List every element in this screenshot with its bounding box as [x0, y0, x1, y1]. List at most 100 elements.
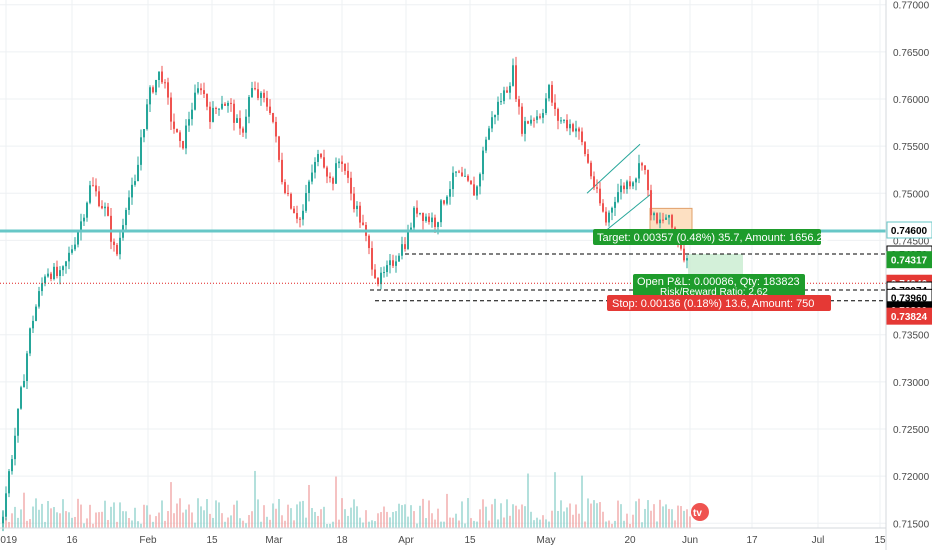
candle-body [584, 142, 586, 154]
candle-body [230, 102, 232, 104]
channel-line-lower [602, 192, 653, 234]
price-badges: 0.746000.743560.743170.740460.739740.739… [886, 221, 932, 325]
candle-body [44, 276, 46, 284]
candle-body [500, 101, 502, 103]
volume-bar [575, 504, 577, 528]
candle-body [485, 139, 487, 151]
volume-bar [50, 508, 52, 528]
volume-bar [563, 511, 565, 528]
volume-bar [212, 517, 214, 528]
volume-bar [671, 509, 673, 528]
volume-bar [512, 504, 514, 528]
candle-body [416, 207, 418, 214]
volume-bar [104, 500, 106, 528]
volume-bar [287, 504, 289, 528]
candle-body [560, 120, 562, 122]
volume-bar [203, 510, 205, 528]
volume-bar [545, 519, 547, 528]
candle-body [605, 211, 607, 223]
candle-body [446, 196, 448, 204]
target-label: Target: 0.00357 (0.48%) 35.7, Amount: 16… [597, 232, 829, 244]
volume-bar [401, 505, 403, 528]
volume-bar [131, 520, 133, 528]
candle-body [26, 353, 28, 381]
volume-bar [23, 492, 25, 528]
candle-body [254, 88, 256, 90]
candle-body [140, 137, 142, 165]
candle-body [641, 163, 643, 166]
volume-bar [272, 503, 274, 528]
volume-bar [278, 498, 280, 528]
volume-bar [326, 523, 328, 528]
volume-bar [185, 509, 187, 528]
volume-bar [536, 517, 538, 528]
candle-body [536, 116, 538, 120]
candle-body [119, 237, 121, 255]
candle-body [185, 125, 187, 149]
volume-bar [125, 511, 127, 528]
volume-bar [518, 509, 520, 528]
candle-body [617, 192, 619, 202]
y-tick-label: 0.77000 [893, 1, 930, 12]
volume-bar [230, 515, 232, 528]
candle-body [272, 113, 274, 122]
volume-bar [308, 484, 310, 528]
volume-bar [242, 520, 244, 528]
volume-bar [113, 502, 115, 528]
volume-bar [176, 503, 178, 528]
candle-body [188, 119, 190, 126]
candle-body [269, 106, 271, 114]
candle-body [344, 163, 346, 171]
volume-bar [455, 513, 457, 528]
volume-bar [461, 501, 463, 528]
candle-body [572, 124, 574, 132]
candle-body [632, 182, 634, 187]
volume-bar [614, 520, 616, 528]
volume-bar [281, 515, 283, 528]
volume-bar [557, 510, 559, 528]
price-badge [886, 307, 932, 325]
candle-body [47, 273, 49, 277]
volume-bar [590, 503, 592, 528]
x-tick-label: Apr [398, 535, 414, 546]
candle-body [35, 306, 37, 321]
candle-body [368, 235, 370, 249]
candle-body [533, 119, 535, 121]
candle-body [32, 320, 34, 329]
volume-bar [434, 519, 436, 528]
volume-bar [5, 517, 7, 528]
volume-bar [488, 520, 490, 528]
volume-bar [458, 520, 460, 528]
candle-body [248, 97, 250, 117]
candle-body [2, 516, 4, 524]
candle-body [512, 65, 514, 86]
volume-bar [392, 512, 394, 528]
candle-body [554, 102, 556, 109]
candle-body [479, 174, 481, 187]
candle-body [146, 104, 148, 129]
volume-bar [143, 504, 145, 528]
candle-body [665, 217, 667, 220]
volume-bar [32, 506, 34, 528]
volume-bar [611, 523, 613, 528]
candle-body [614, 201, 616, 208]
volume-bar [98, 512, 100, 528]
volume-bar [305, 517, 307, 528]
candle-body [23, 380, 25, 388]
candle-body [503, 90, 505, 102]
candle-body [377, 278, 379, 285]
y-tick-label: 0.72000 [893, 472, 930, 483]
candle-body [95, 185, 97, 192]
volume-bar [572, 514, 574, 528]
volume-bar [371, 520, 373, 528]
candle-body [662, 219, 664, 221]
x-tick-label: 15 [874, 535, 886, 546]
volume-bar [317, 515, 319, 528]
volume-bar [275, 508, 277, 528]
candle-body [401, 244, 403, 256]
volume-bar [398, 503, 400, 528]
volume-bar [257, 499, 259, 528]
candle-body [656, 213, 658, 224]
volume-bar [413, 511, 415, 528]
